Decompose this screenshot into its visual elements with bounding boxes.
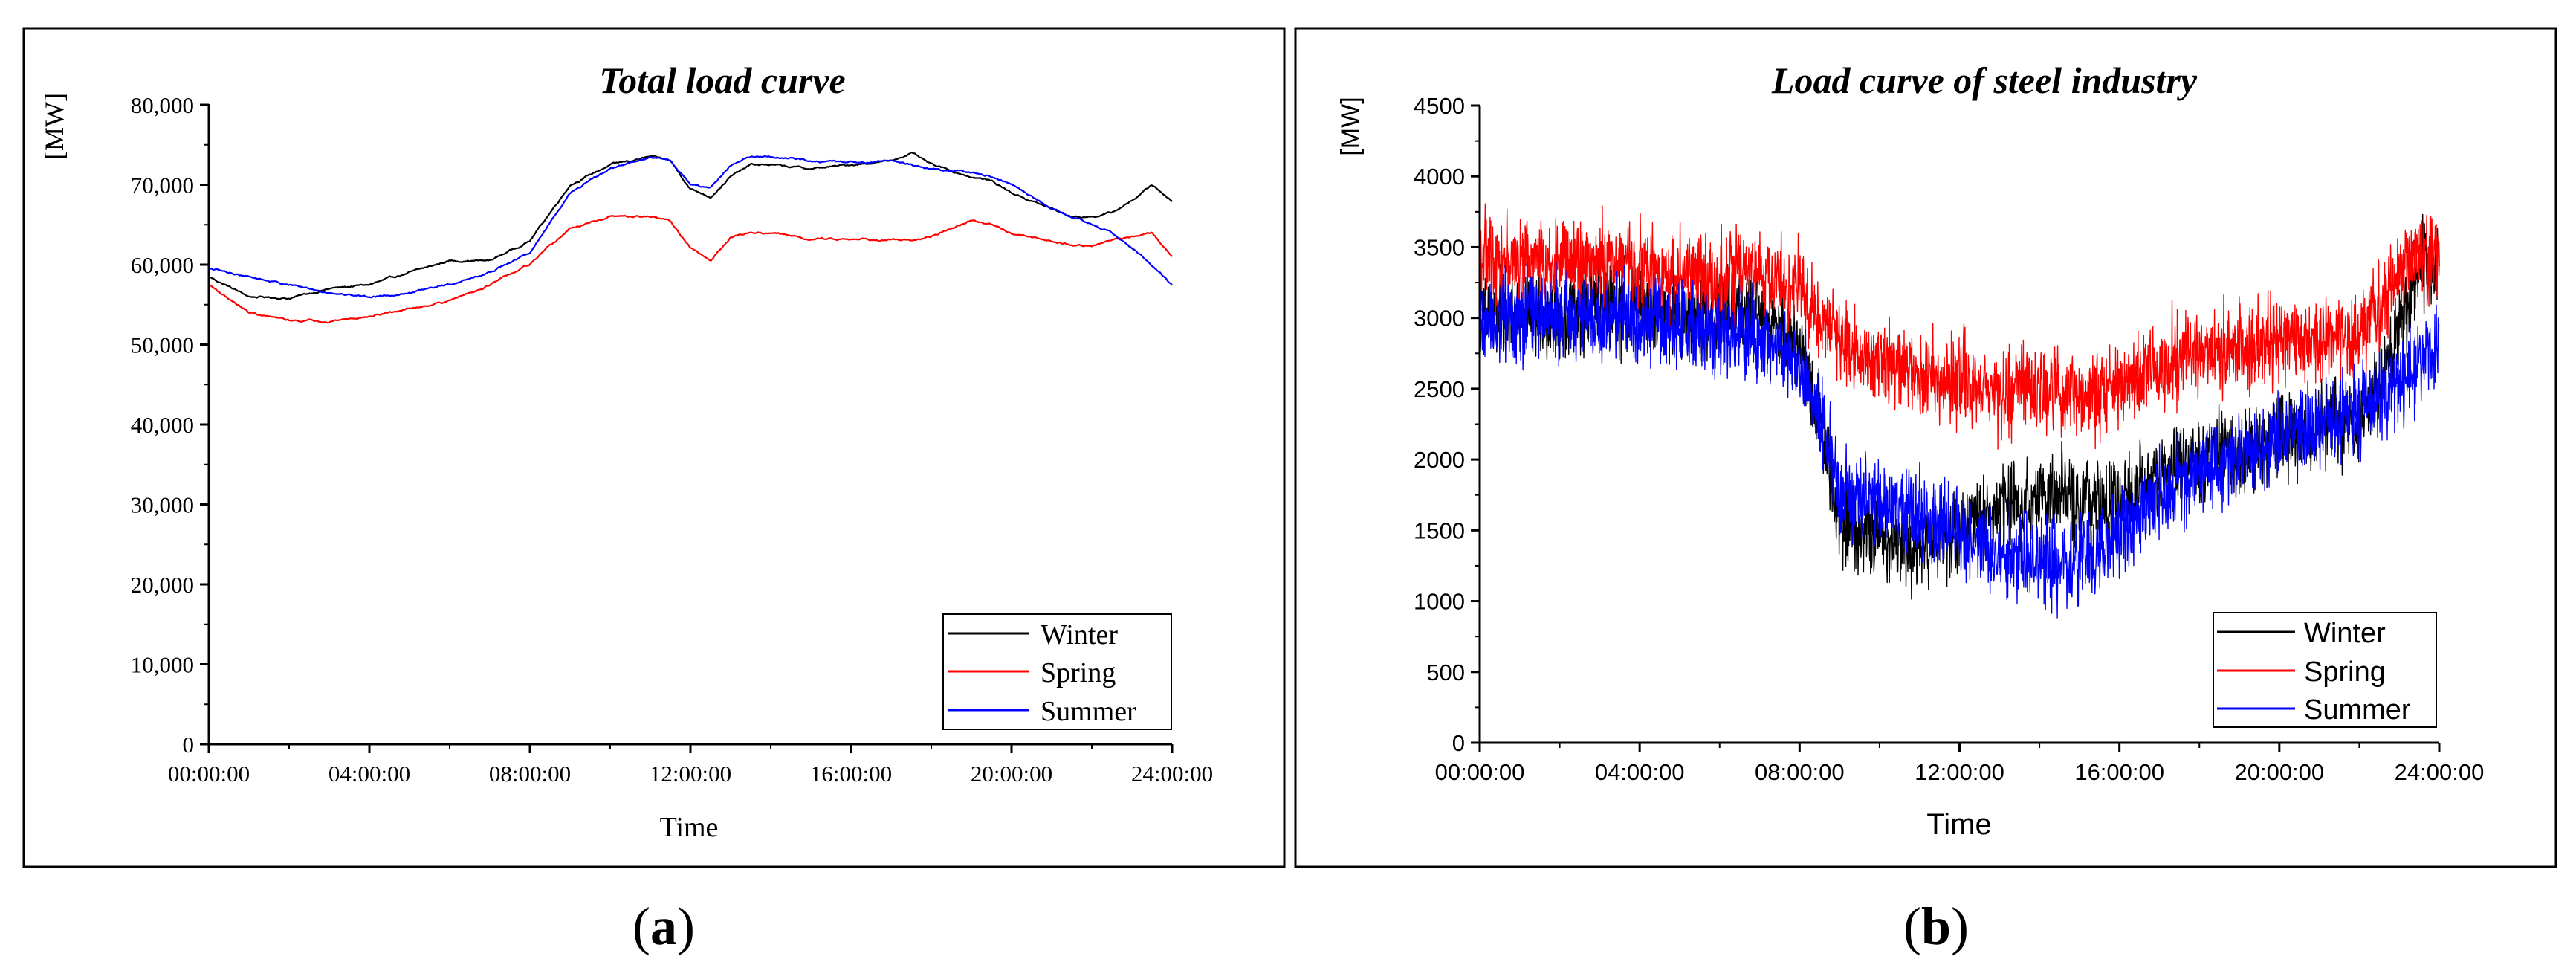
chart-title: Load curve of steel industry [1771,59,2198,101]
panel-label-a: (a) [632,897,695,956]
y-tick-label: 0 [1452,730,1465,756]
x-tick-label: 24:00:00 [1131,761,1213,787]
y-tick-label: 20,000 [131,572,194,598]
x-tick-label: 00:00:00 [168,761,250,787]
y-ticks: 0 10,000 20,000 30,000 40,000 50,000 60,000 70,… [131,92,209,758]
legend: Winter Spring Summer [942,613,1172,730]
legend-label-winter: Winter [1041,619,1118,651]
x-tick-label: 24:00:00 [2395,759,2485,785]
y-axis-label: [MW] [39,93,69,160]
legend-label-winter: Winter [2304,618,2386,649]
legend-label-spring: Spring [2304,656,2386,688]
panel-a: Total load curve [MW] Time 0 10,000 20,000… [22,27,1286,956]
legend-label-summer: Summer [2304,694,2411,726]
x-tick-label: 20:00:00 [2234,759,2324,785]
y-tick-label: 2500 [1414,376,1465,402]
x-tick-label: 12:00:00 [1915,759,2004,785]
panel-b: Load curve of steel industry [MW] Time 0… [1294,27,2557,956]
series-line-summer [208,155,1173,299]
series-lines [208,152,1173,324]
series-line-summer [1479,261,2440,619]
y-tick-label: 30,000 [131,492,194,518]
x-ticks: 00:00:00 04:00:00 08:00:00 12:00:00 16:00:00… [1435,743,2485,785]
x-ticks: 00:00:00 04:00:00 08:00:00 12:00:00 16:00:00… [168,744,1213,787]
panel-label-b-letter: b [1921,897,1951,956]
x-tick-label: 08:00:00 [1755,759,1845,785]
y-axis-label: [MW] [1336,97,1365,155]
y-tick-label: 4500 [1414,93,1465,119]
y-tick-label: 40,000 [131,412,194,438]
x-tick-label: 16:00:00 [810,761,892,787]
x-tick-label: 08:00:00 [489,761,571,787]
y-tick-label: 0 [183,732,195,758]
x-axis-label: Time [660,812,719,843]
legend-label-spring: Spring [1041,657,1116,688]
y-tick-label: 4000 [1414,164,1465,190]
y-tick-label: 1500 [1414,517,1465,543]
x-tick-label: 00:00:00 [1435,759,1525,785]
chart-title: Total load curve [599,59,845,101]
x-tick-label: 12:00:00 [650,761,731,787]
x-tick-label: 04:00:00 [329,761,410,787]
series-line-winter [1479,213,2440,600]
panel-b-frame [1294,27,2557,868]
y-tick-label: 3000 [1414,306,1465,332]
panel-label-b: (b) [1903,897,1969,956]
y-tick-label: 2000 [1414,447,1465,473]
series-line-spring [208,214,1173,324]
y-tick-label: 1000 [1414,589,1465,615]
y-tick-label: 3500 [1414,234,1465,260]
x-axis-label: Time [1926,808,1991,841]
panel-a-frame [22,27,1286,868]
legend-label-summer: Summer [1041,696,1136,727]
panel-label-a-letter: a [650,897,677,956]
y-tick-label: 10,000 [131,652,194,678]
series-lines [1479,203,2440,619]
x-tick-label: 04:00:00 [1595,759,1685,785]
x-tick-label: 16:00:00 [2074,759,2164,785]
y-tick-label: 50,000 [131,332,194,358]
series-line-spring [1479,203,2440,450]
y-tick-label: 60,000 [131,252,194,278]
y-tick-label: 80,000 [131,92,194,118]
x-tick-label: 20:00:00 [971,761,1052,787]
y-ticks: 0 500 1000 1500 2000 2500 3000 3500 4000 4500 [1414,93,1480,756]
series-line-winter [208,152,1173,300]
y-tick-label: 500 [1426,659,1465,685]
legend: Winter Spring Summer [2213,612,2437,728]
y-tick-label: 70,000 [131,172,194,199]
